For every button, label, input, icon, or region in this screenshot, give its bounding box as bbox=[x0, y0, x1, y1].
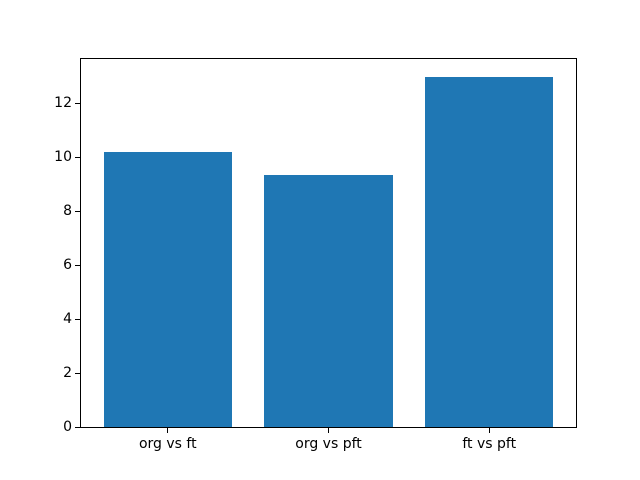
y-axis-tick bbox=[75, 102, 80, 104]
x-axis-tick-label: org vs pft bbox=[295, 436, 362, 452]
y-axis-tick bbox=[75, 372, 80, 374]
y-axis-tick bbox=[75, 210, 80, 212]
y-axis-tick-label: 6 bbox=[63, 257, 72, 274]
y-axis-tick bbox=[75, 156, 80, 158]
y-axis-tick bbox=[75, 426, 80, 428]
bar-org-vs-ft bbox=[103, 152, 233, 427]
x-axis-tick bbox=[488, 428, 490, 433]
y-axis-tick-label: 10 bbox=[54, 149, 72, 166]
axes-area: 0 2 4 6 8 10 12 org vs ft org vs pft ft vs pft bbox=[54, 58, 577, 452]
x-axis-tick-label: org vs ft bbox=[138, 436, 197, 452]
y-axis-tick-label: 8 bbox=[63, 203, 72, 220]
x-axis-tick bbox=[167, 428, 169, 433]
y-axis-tick bbox=[75, 264, 80, 266]
x-axis-tick-label: ft vs pft bbox=[462, 436, 517, 452]
bar-ft-vs-pft bbox=[424, 76, 554, 427]
y-axis-tick-label: 4 bbox=[63, 311, 72, 328]
bar-org-vs-pft bbox=[264, 174, 393, 427]
y-axis-tick bbox=[75, 318, 80, 320]
y-axis-tick-label: 12 bbox=[54, 95, 72, 112]
x-axis-tick bbox=[328, 428, 329, 433]
y-axis-tick-label: 0 bbox=[63, 419, 72, 435]
y-axis-tick-label: 2 bbox=[63, 365, 72, 382]
